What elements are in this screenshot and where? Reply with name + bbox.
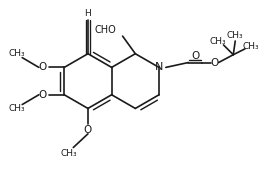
Text: O: O — [39, 62, 47, 72]
Text: O: O — [191, 51, 199, 61]
Text: O: O — [211, 57, 219, 67]
Text: CH₃: CH₃ — [8, 49, 25, 58]
Text: O: O — [84, 125, 92, 135]
Text: CH₃: CH₃ — [209, 37, 226, 45]
Text: H: H — [85, 9, 91, 18]
Text: O: O — [39, 90, 47, 100]
Text: CH₃: CH₃ — [8, 104, 25, 113]
Text: CH₃: CH₃ — [60, 149, 77, 158]
Text: CHO: CHO — [94, 25, 116, 35]
Text: N: N — [155, 62, 163, 72]
Text: CH₃: CH₃ — [227, 31, 243, 40]
Text: CH₃: CH₃ — [243, 42, 259, 51]
